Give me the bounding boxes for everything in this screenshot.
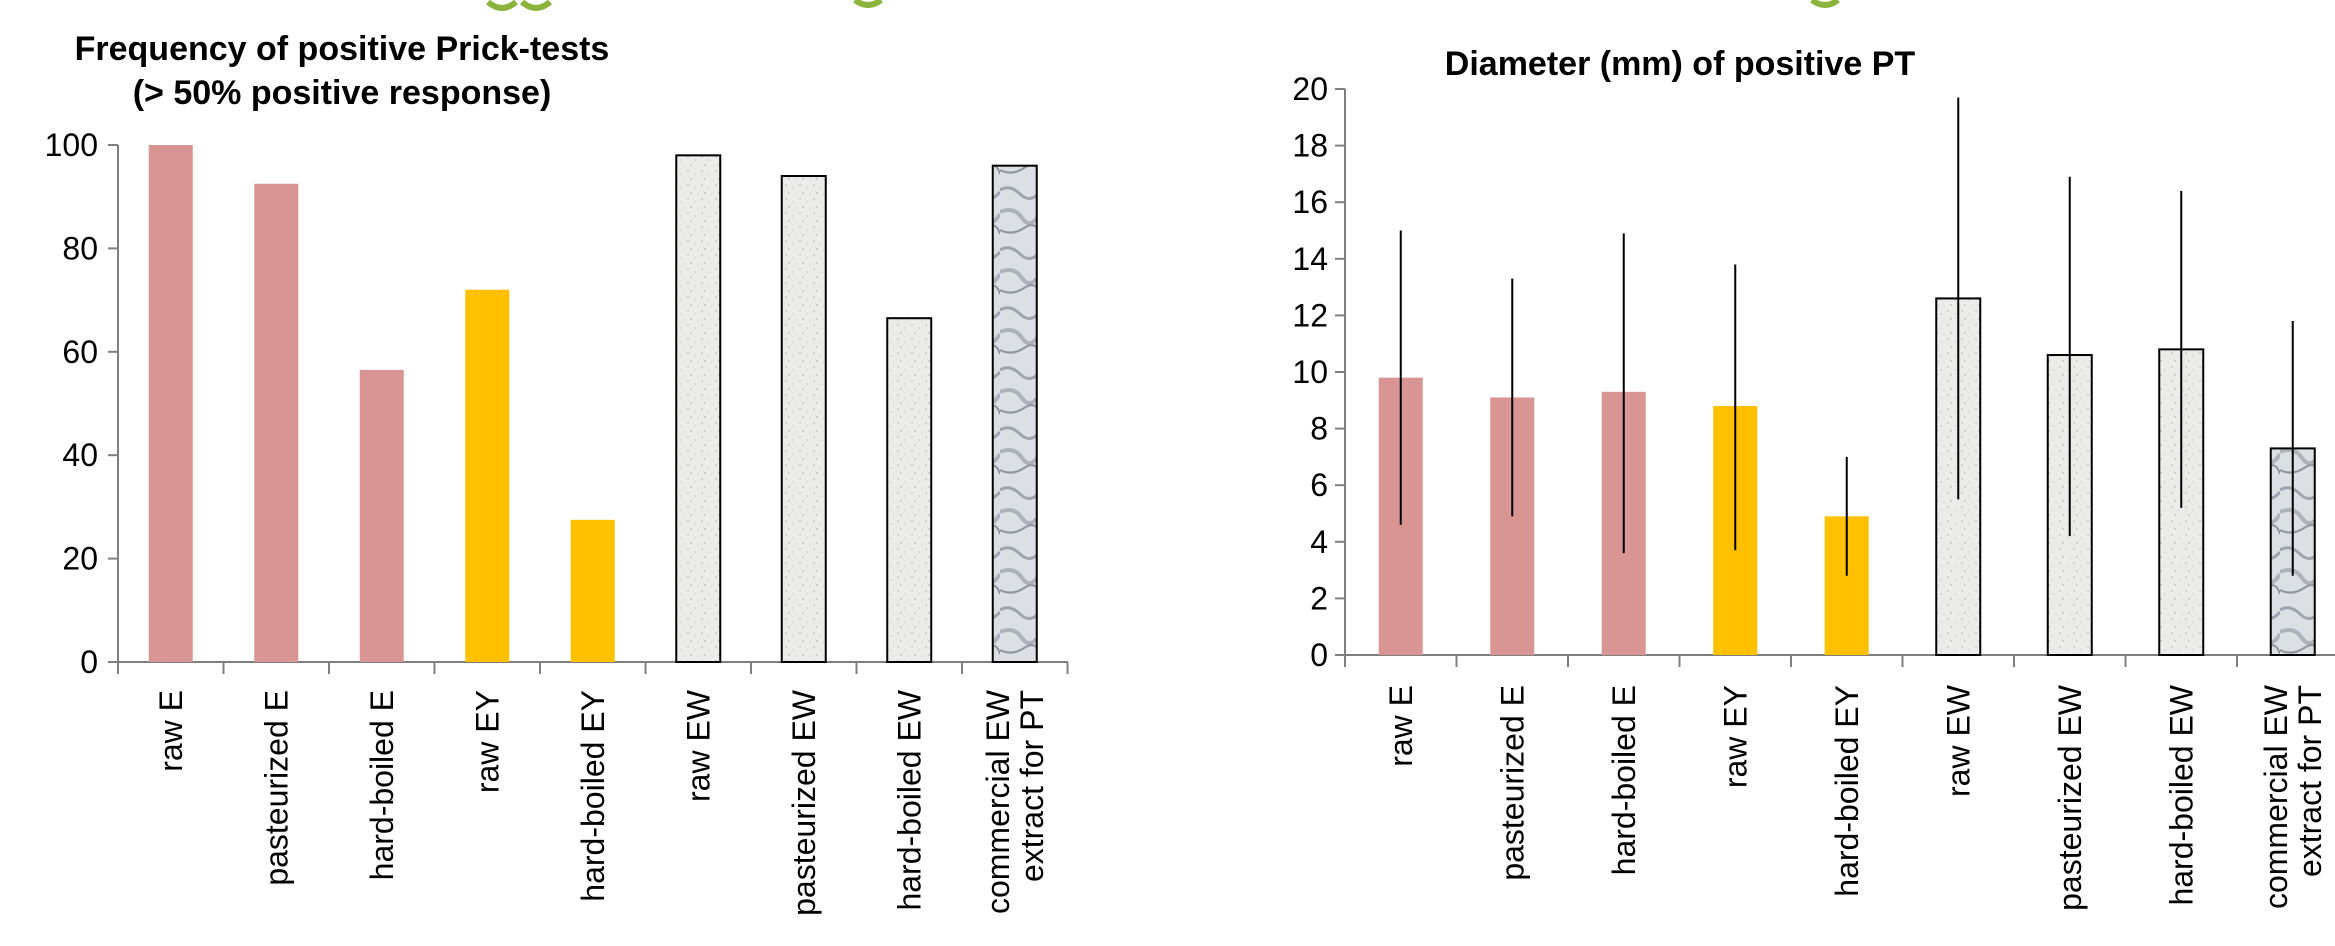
chart2-error-bars (1399, 97, 2294, 576)
y-tick-label: 0 (1310, 637, 1328, 673)
category-label: hard-boiled EY (1829, 685, 1865, 897)
bar-raw-ey (465, 289, 510, 662)
chart1-title-line1: Frequency of positive Prick-tests (75, 30, 610, 68)
category-label: hard-boiled E (364, 690, 400, 880)
y-tick-label: 60 (62, 334, 98, 370)
category-label: raw EW (1940, 684, 1976, 797)
y-tick-label: 100 (45, 127, 98, 163)
y-tick-label: 40 (62, 437, 98, 473)
bar-pasteurized-e (254, 183, 299, 662)
bar-hard-boiled-ey (570, 519, 615, 662)
category-label: hard-boiled EW (891, 689, 927, 910)
y-tick-label: 80 (62, 230, 98, 266)
y-tick-label: 2 (1310, 580, 1328, 616)
y-tick-label: 20 (1292, 71, 1328, 107)
bar-hard-boiled-ew (886, 317, 933, 663)
category-label: pasteurized E (258, 690, 294, 886)
chart-diameter: Diameter (mm) of positive PT 0 2 4 6 8 10 12 14… (1292, 45, 2335, 911)
y-tick-label: 12 (1292, 297, 1328, 333)
category-label: extract for PT (2292, 685, 2328, 877)
chart-frequency: Frequency of positive Prick-tests (> 50%… (45, 30, 1069, 916)
category-label: raw EY (1717, 685, 1753, 788)
clipped-heading-fragments (486, 0, 1840, 11)
chart1-title-line2: (> 50% positive response) (133, 74, 552, 112)
chart1-bars (148, 145, 1038, 664)
chart2-title-line1: Diameter (mm) of positive PT (1445, 45, 1916, 83)
category-label: hard-boiled EY (575, 690, 611, 902)
category-label: extract for PT (1014, 690, 1050, 882)
y-tick-label: 6 (1310, 467, 1328, 503)
category-label: raw E (153, 690, 189, 772)
chart1-category-labels: raw E pasteurized E hard-boiled E raw EY har… (153, 689, 1050, 916)
bar-raw-e (148, 145, 193, 662)
category-label: commercial EW (2258, 684, 2294, 909)
y-tick-label: 0 (80, 644, 98, 680)
y-tick-label: 10 (1292, 354, 1328, 390)
category-label: pasteurized E (1494, 685, 1530, 881)
y-tick-label: 4 (1310, 524, 1328, 560)
bar-hard-boiled-e (359, 369, 404, 662)
category-label: hard-boiled E (1606, 685, 1642, 875)
category-label: raw EW (680, 689, 716, 802)
y-tick-label: 14 (1292, 241, 1328, 277)
category-label: pasteurized EW (2052, 684, 2088, 911)
bar-pasteurized-ew (780, 175, 827, 664)
category-label: commercial EW (980, 689, 1016, 914)
bar-raw-ew (675, 154, 722, 663)
category-label: pasteurized EW (786, 689, 822, 916)
category-label: raw E (1383, 685, 1419, 767)
y-tick-label: 18 (1292, 128, 1328, 164)
y-tick-label: 8 (1310, 411, 1328, 447)
chart1-y-ticks: 0 20 40 60 80 100 (45, 127, 1069, 680)
chart2-bars (1378, 297, 2316, 656)
y-tick-label: 20 (62, 541, 98, 577)
chart2-y-ticks: 0 2 4 6 8 10 12 14 16 18 20 (1292, 71, 2238, 673)
bar-commercial-ew-extract-for-pt (991, 164, 1038, 663)
category-label: hard-boiled EW (2163, 684, 2199, 905)
chart2-category-labels: raw E pasteurized E hard-boiled E raw EY har… (1383, 684, 2328, 911)
y-tick-label: 16 (1292, 184, 1328, 220)
category-label: raw EY (469, 690, 505, 793)
